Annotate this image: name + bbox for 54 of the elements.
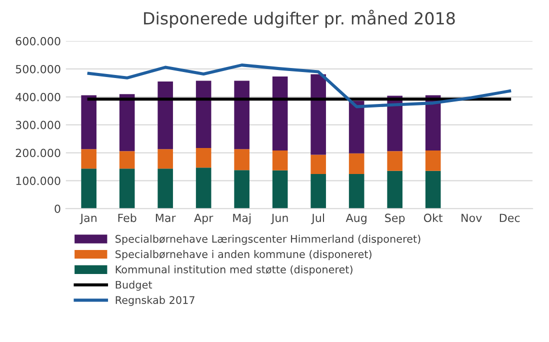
bar — [425, 170, 441, 209]
x-tick-label: Jun — [270, 214, 288, 224]
bar — [272, 170, 288, 209]
bar — [234, 149, 250, 170]
x-tick-label: Jan — [80, 214, 96, 224]
x-tick-label: Apr — [194, 214, 214, 224]
bar — [272, 150, 288, 170]
line-series — [87, 64, 512, 108]
x-tick-label: Dec — [500, 214, 520, 222]
x-tick-label: Maj — [233, 213, 251, 224]
y-tick-label: 400.000 — [16, 92, 60, 102]
bar — [119, 168, 135, 209]
legend-label: Kommunal institution med støtte (disponeret) — [116, 265, 352, 276]
bar — [234, 170, 250, 209]
y-tick-label: 100.000 — [16, 176, 60, 186]
x-tick-label: Nov — [462, 214, 482, 222]
bar — [425, 150, 441, 171]
bar — [119, 151, 135, 169]
bar — [348, 174, 364, 209]
bar — [158, 168, 173, 209]
bar — [158, 82, 173, 150]
bar — [387, 151, 402, 171]
bar — [348, 153, 364, 174]
bar — [81, 149, 96, 169]
x-tick-label: Mar — [156, 214, 176, 222]
bar — [272, 76, 288, 151]
y-tick-label: 0 — [54, 204, 60, 213]
bar — [158, 149, 173, 169]
bar — [387, 170, 402, 209]
y-tick-label: 300.000 — [16, 120, 60, 130]
bar — [310, 154, 326, 174]
bar — [196, 148, 212, 168]
y-tick-label: 600.000 — [16, 37, 60, 46]
chart-title: Disponerede udgifter pr. måned 2018 — [144, 10, 455, 28]
bar — [81, 168, 96, 209]
x-tick-label: Okt — [424, 213, 443, 222]
bar — [119, 94, 135, 152]
bar — [234, 80, 250, 150]
x-tick-label: Jul — [311, 213, 324, 224]
legend-label: Specialbørnehave Læringscenter Himmerland (disponeret) — [116, 234, 420, 245]
y-tick-label: 200.000 — [16, 148, 60, 158]
x-tick-label: Sep — [385, 214, 405, 224]
bar — [196, 168, 212, 209]
bar — [310, 74, 326, 155]
bar — [348, 100, 364, 154]
legend-label: Budget — [116, 280, 152, 291]
bar — [310, 174, 326, 209]
bar — [81, 95, 96, 150]
legend-label: Regnskab 2017 — [116, 296, 194, 306]
y-tick-label: 500.000 — [16, 64, 60, 74]
x-tick-label: Aug — [346, 214, 366, 224]
legend-label: Specialbørnehave i anden kommune (disponeret) — [116, 250, 372, 260]
bar — [196, 80, 212, 148]
x-tick-label: Feb — [118, 213, 136, 222]
